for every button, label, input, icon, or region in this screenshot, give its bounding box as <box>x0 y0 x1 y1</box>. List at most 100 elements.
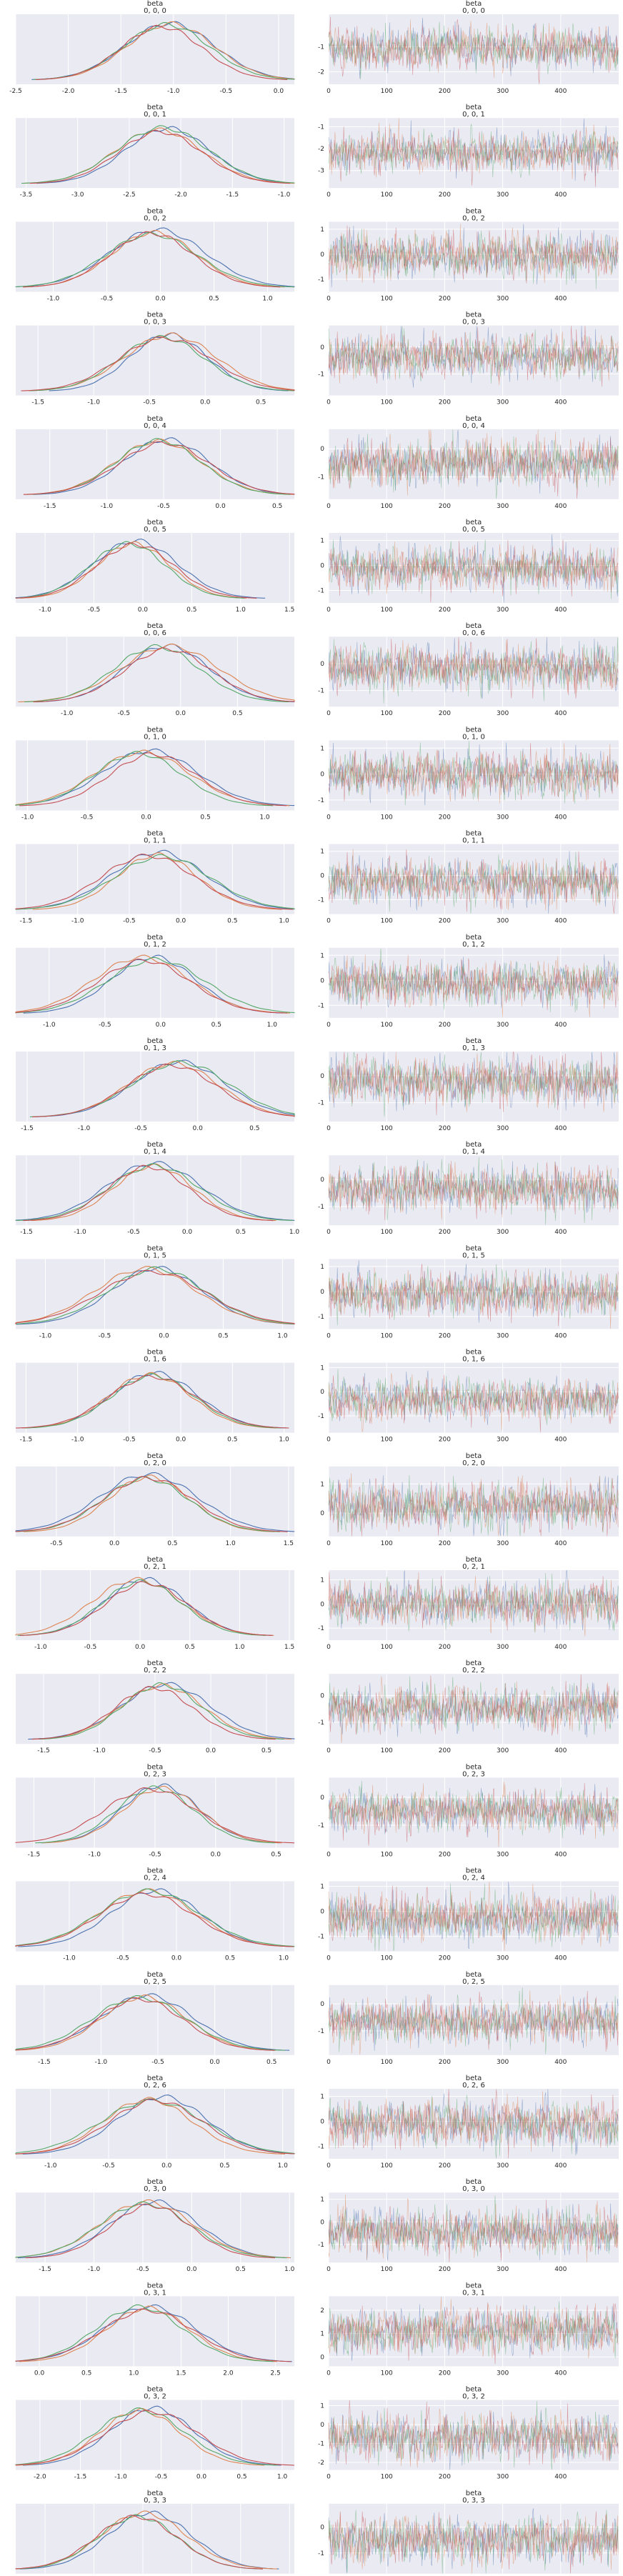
density-panel <box>16 636 294 707</box>
trace-title-coord: 0, 3, 0 <box>462 2185 485 2193</box>
density-x-tick: 0.0 <box>193 1125 204 1132</box>
density-curve-chain-0 <box>15 748 295 807</box>
density-x-tick: -0.5 <box>84 1644 97 1651</box>
density-x-tick: 0.0 <box>176 918 186 925</box>
trace-x-tick: 200 <box>439 1644 451 1651</box>
trace-y-tick: -1 <box>318 1625 324 1632</box>
trace-x-tick: 0 <box>327 1229 331 1236</box>
density-x-tick: 0.0 <box>109 1540 120 1547</box>
density-curve-chain-3 <box>15 2515 264 2570</box>
trace-y-tick: -1 <box>318 1314 324 1321</box>
trace-line-chain-3 <box>328 1572 619 1631</box>
trace-line-chain-1 <box>328 1267 619 1329</box>
density-x-tick: -1.0 <box>93 1747 106 1754</box>
trace-y-tick: -1 <box>318 2441 324 2448</box>
trace-title-var: beta <box>466 1971 482 1979</box>
trace-x-tick: 0 <box>327 295 331 302</box>
trace-x-tick: 100 <box>381 1022 393 1029</box>
density-title-coord: 0, 1, 5 <box>144 1252 166 1259</box>
density-curve-chain-1 <box>19 2305 277 2362</box>
trace-x-tick: 100 <box>381 1437 393 1444</box>
density-curve-chain-3 <box>23 1164 274 1222</box>
trace-title-var: beta <box>466 1244 482 1252</box>
density-title-coord: 0, 2, 5 <box>144 1978 166 1986</box>
density-x-tick: 0.0 <box>156 1022 166 1029</box>
trace-x-tick: 0 <box>327 814 331 821</box>
trace-x-tick: 100 <box>381 2266 393 2273</box>
trace-line-chain-3 <box>328 126 619 187</box>
density-x-tick: 1.0 <box>279 1955 289 1962</box>
trace-line-chain-3 <box>328 849 619 914</box>
trace-y-tick: -1 <box>318 588 324 595</box>
density-title-coord: 0, 1, 3 <box>144 1044 166 1052</box>
trace-x-tick: 0 <box>327 191 331 199</box>
density-x-tick: -0.5 <box>157 503 170 510</box>
trace-x-tick: 300 <box>497 2370 509 2377</box>
density-x-tick: 0.5 <box>225 1955 235 1962</box>
density-curve-chain-2 <box>15 1476 280 1532</box>
density-x-tick: -0.5 <box>151 2059 164 2066</box>
density-x-tick: -1.0 <box>87 399 100 406</box>
density-curve-chain-3 <box>15 1997 275 2051</box>
trace-line-chain-2 <box>328 637 619 704</box>
trace-x-tick: 400 <box>554 2059 567 2066</box>
density-x-tick: -1.0 <box>167 88 180 95</box>
trace-y-tick: 1 <box>320 1364 324 1372</box>
trace-title-var: beta <box>466 1037 482 1045</box>
trace-x-tick: 100 <box>381 2370 393 2377</box>
density-title-var: beta <box>147 2490 164 2497</box>
trace-x-tick: 0 <box>327 2266 331 2273</box>
trace-x-tick: 200 <box>439 1022 451 1029</box>
density-curve-chain-2 <box>15 854 295 910</box>
trace-x-tick: 300 <box>497 1644 509 1651</box>
density-x-tick: 0.5 <box>249 1125 259 1132</box>
trace-line-chain-2 <box>328 539 619 599</box>
trace-line-chain-2 <box>328 1987 619 2055</box>
trace-line-chain-2 <box>328 852 619 914</box>
trace-y-tick: -1 <box>318 124 324 131</box>
density-x-tick: 0.5 <box>271 1851 281 1858</box>
density-x-tick: -0.5 <box>81 814 94 821</box>
density-curve-chain-3 <box>31 1686 276 1740</box>
density-x-tick: -1.5 <box>20 1437 33 1444</box>
density-x-tick: -0.5 <box>117 710 130 717</box>
density-title-var: beta <box>147 1349 164 1357</box>
trace-x-tick: 400 <box>554 2162 567 2170</box>
trace-x-tick: 0 <box>327 2370 331 2377</box>
density-curve-chain-1 <box>15 2407 265 2466</box>
density-curve-chain-2 <box>15 2304 274 2362</box>
trace-x-tick: 100 <box>381 1851 393 1858</box>
density-panel <box>16 1985 294 2055</box>
trace-title-var: beta <box>466 1867 482 1875</box>
density-x-tick: -0.5 <box>116 1955 129 1962</box>
density-x-tick: -1.0 <box>44 2162 57 2170</box>
trace-title-var: beta <box>466 311 482 319</box>
trace-x-tick: 100 <box>381 814 393 821</box>
trace-x-tick: 300 <box>497 191 509 199</box>
trace-y-tick: -1 <box>318 474 324 481</box>
trace-y-tick: 0 <box>320 2524 324 2531</box>
trace-panel <box>329 2400 619 2470</box>
trace-line-chain-3 <box>328 1161 619 1221</box>
density-curve-chain-2 <box>15 2098 295 2155</box>
trace-y-tick: -2 <box>318 146 324 153</box>
trace-line-chain-2 <box>328 21 619 80</box>
trace-y-tick: -1 <box>318 1002 324 1009</box>
trace-title-var: beta <box>466 2490 482 2497</box>
density-title-var: beta <box>147 415 164 423</box>
trace-x-tick: 200 <box>439 1955 451 1962</box>
trace-y-tick: -2 <box>318 2460 324 2467</box>
trace-y-tick: 0 <box>320 873 324 880</box>
density-panel <box>16 533 294 603</box>
trace-title-coord: 0, 2, 0 <box>462 1459 485 1467</box>
trace-x-tick: 300 <box>497 1540 509 1547</box>
trace-line-chain-3 <box>328 1885 619 1943</box>
trace-x-tick: 300 <box>497 1332 509 1339</box>
